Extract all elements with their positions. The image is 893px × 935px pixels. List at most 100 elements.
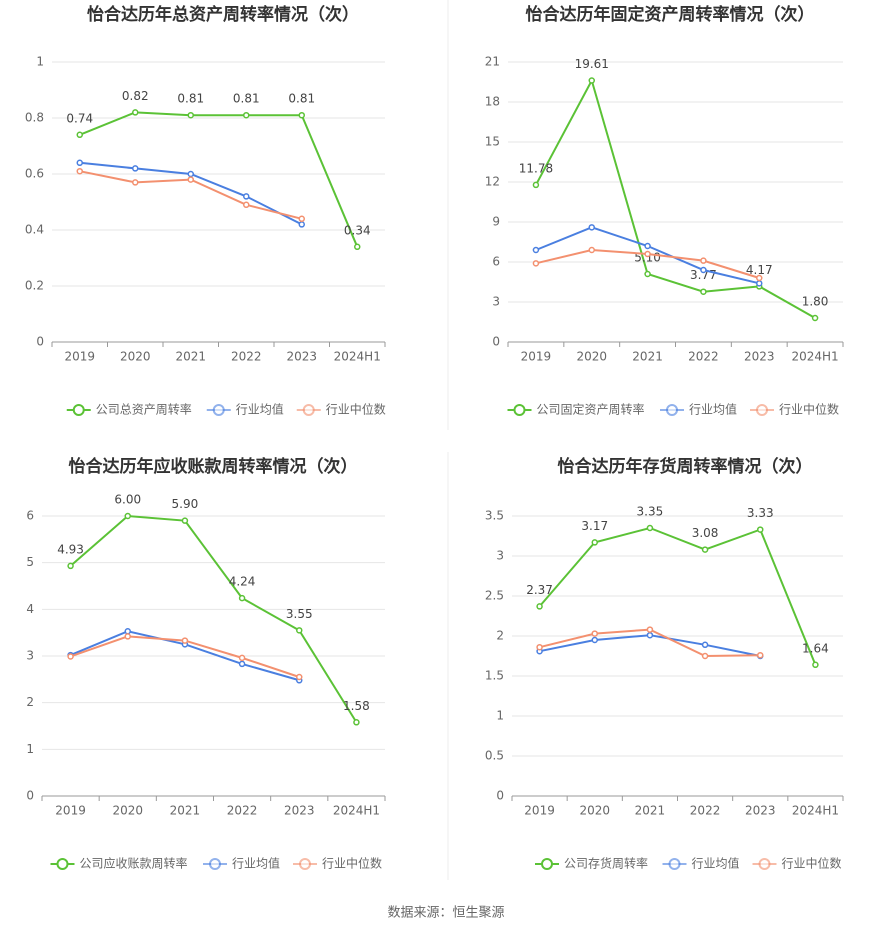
data-label: 3.33: [747, 506, 774, 520]
point: [124, 628, 131, 635]
y-tick-label: 2.5: [485, 589, 504, 603]
data-label: 0.81: [288, 92, 315, 106]
point: [67, 653, 74, 660]
point: [76, 159, 83, 167]
point: [588, 224, 595, 231]
source: 数据来源：恒生聚源: [387, 906, 504, 921]
legend-label: 公司存货周转率: [564, 856, 648, 871]
data-label: 3.35: [637, 505, 664, 519]
data-label: 2.37: [526, 583, 553, 597]
data-label: 4.93: [57, 542, 84, 556]
point: [67, 562, 74, 570]
y-tick-label: 0: [492, 335, 500, 349]
x-tick-label: 2022: [690, 804, 721, 818]
data-label: 19.61: [575, 57, 609, 71]
x-tick-label: 2024H1: [334, 350, 381, 364]
x-tick-label: 2023: [286, 350, 317, 364]
point: [756, 274, 763, 282]
y-tick-label: 0: [26, 789, 34, 803]
point: [644, 250, 651, 258]
data-label: 0.34: [344, 223, 371, 237]
data-label: 1.58: [343, 699, 370, 713]
x-tick-label: 2020: [120, 350, 151, 364]
y-tick-label: 0.4: [25, 223, 44, 237]
data-label: 1.80: [802, 295, 829, 309]
chart-title: 怡合达历年固定资产周转率情况（次）: [526, 4, 815, 25]
x-tick-label: 2020: [112, 804, 143, 818]
x-tick-label: 2021: [632, 350, 663, 364]
point: [536, 643, 543, 651]
series-line: [79, 111, 359, 248]
legend-label: 行业均值: [236, 402, 284, 417]
point: [187, 176, 194, 183]
legend-label: 行业中位数: [326, 402, 386, 417]
data-label: 11.78: [519, 161, 553, 175]
data-label: 0.82: [122, 89, 149, 103]
point: [536, 603, 543, 610]
legend-marker: [758, 858, 771, 870]
legend-label: 公司固定资产周转率: [537, 402, 645, 417]
point: [646, 631, 654, 639]
data-label: 0.81: [177, 92, 204, 106]
y-tick-label: 1: [36, 55, 44, 69]
point: [76, 131, 83, 139]
y-tick-label: 1: [496, 709, 504, 723]
point: [132, 109, 139, 116]
point: [296, 673, 303, 681]
y-tick-label: 6: [492, 255, 500, 269]
point: [591, 630, 598, 637]
data-label: 1.64: [802, 641, 829, 655]
legend-label: 行业中位数: [322, 856, 382, 871]
legend-label: 行业中位数: [779, 402, 839, 417]
point: [644, 270, 651, 278]
data-label: 4.24: [229, 575, 256, 589]
legend-marker: [212, 404, 225, 416]
legend-marker: [299, 858, 311, 870]
legend-marker: [513, 404, 526, 416]
chart-title: 怡合达历年总资产周转率情况（次）: [87, 4, 359, 25]
point: [700, 257, 707, 264]
point: [76, 167, 83, 175]
point: [700, 288, 707, 295]
point: [646, 524, 654, 532]
series-line: [535, 77, 816, 319]
point: [532, 246, 540, 254]
point: [243, 201, 250, 209]
legend-marker: [541, 858, 553, 870]
x-tick-label: 2021: [175, 350, 206, 364]
point: [701, 546, 709, 553]
point: [532, 260, 540, 267]
point: [181, 517, 189, 524]
y-tick-label: 1.5: [485, 669, 504, 683]
y-tick-label: 18: [485, 95, 500, 109]
point: [812, 661, 819, 669]
legend-label: 公司总资产周转率: [96, 402, 192, 417]
point: [588, 246, 595, 254]
y-tick-label: 3: [26, 649, 34, 663]
point: [701, 652, 709, 660]
y-tick-label: 2: [496, 629, 504, 643]
point: [298, 221, 305, 228]
point: [700, 266, 707, 274]
point: [353, 719, 360, 726]
data-label: 3.17: [581, 519, 608, 533]
y-tick-label: 0.5: [485, 749, 504, 763]
y-tick-label: 4: [26, 602, 34, 616]
legend-marker: [666, 404, 678, 416]
point: [646, 626, 654, 633]
y-tick-label: 15: [485, 135, 500, 149]
point: [298, 215, 305, 223]
point: [243, 193, 250, 200]
series-line: [538, 526, 817, 666]
y-tick-label: 3: [496, 549, 504, 563]
legend-label: 公司应收账款周转率: [80, 856, 188, 871]
series-line: [69, 514, 358, 723]
data-label: 3.55: [286, 607, 313, 621]
data-label: 5.90: [172, 497, 199, 511]
chart-title: 怡合达历年应收账款周转率情况（次）: [69, 456, 358, 477]
point: [756, 280, 763, 287]
point: [532, 181, 540, 189]
x-tick-label: 2020: [576, 350, 607, 364]
point: [124, 633, 131, 640]
